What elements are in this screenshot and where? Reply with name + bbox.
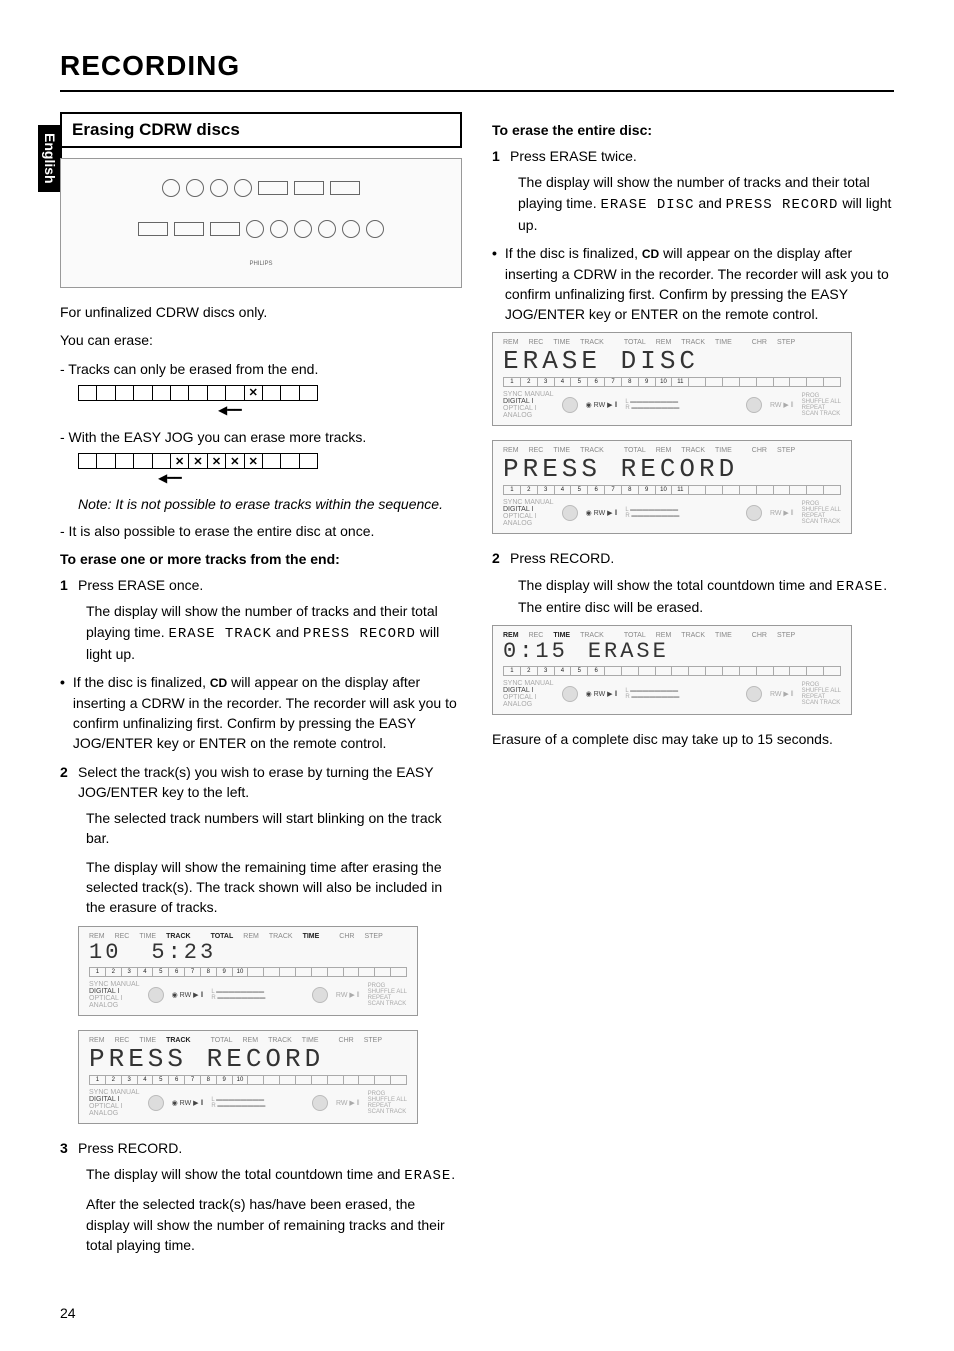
- closing: Erasure of a complete disc may take up t…: [492, 729, 894, 749]
- lcd-panel-right-2: REMRECTIMETRACKTOTALREMTRACKTIMECHRSTEP …: [492, 440, 852, 534]
- arrow-1: ◀━━: [78, 403, 462, 417]
- step-1: 1 Press ERASE once.: [60, 575, 462, 595]
- bullet-1: - Tracks can only be erased from the end…: [60, 359, 462, 379]
- section-heading-box: Erasing CDRW discs: [60, 112, 462, 148]
- track-bar-1: ✕: [78, 385, 318, 401]
- step-2-detail-2: The display will show the remaining time…: [86, 857, 462, 918]
- page-number: 24: [60, 1305, 76, 1321]
- r-step-1-detail: The display will show the number of trac…: [518, 172, 894, 235]
- step-2: 2 Select the track(s) you wish to erase …: [60, 762, 462, 803]
- page-title: RECORDING: [60, 50, 894, 92]
- intro-2: You can erase:: [60, 330, 462, 350]
- left-column: Erasing CDRW discs PHILIPS For unfinaliz…: [60, 112, 462, 1263]
- bullet-finalized-right: • If the disc is finalized, CD will appe…: [492, 243, 894, 324]
- lcd-panel-left-2: REMRECTIMETRACKTOTALREMTRACKTIMECHRSTEP …: [78, 1030, 418, 1124]
- step-2-text: Select the track(s) you wish to erase by…: [78, 762, 462, 803]
- language-tab: English: [38, 125, 62, 192]
- intro-1: For unfinalized CDRW discs only.: [60, 302, 462, 322]
- bullet-finalized-left: • If the disc is finalized, CD will appe…: [60, 672, 462, 753]
- sub-heading-right: To erase the entire disc:: [492, 122, 894, 138]
- step-3-num: 3: [60, 1138, 72, 1158]
- r-step-1: 1 Press ERASE twice.: [492, 146, 894, 166]
- step-3-detail-1: The display will show the total countdow…: [86, 1164, 462, 1186]
- step-3-text: Press RECORD.: [78, 1138, 462, 1158]
- lcd-panel-left-1: REMRECTIMETRACKTOTALREMTRACKTIMECHRSTEP …: [78, 926, 418, 1016]
- r-step-2: 2 Press RECORD.: [492, 548, 894, 568]
- content-columns: Erasing CDRW discs PHILIPS For unfinaliz…: [60, 112, 894, 1263]
- step-1-text: Press ERASE once.: [78, 575, 462, 595]
- device-diagram: PHILIPS: [60, 158, 462, 288]
- lcd-panel-right-1: REMRECTIMETRACKTOTALREMTRACKTIMECHRSTEP …: [492, 332, 852, 426]
- step-3-detail-2: After the selected track(s) has/have bee…: [86, 1194, 462, 1255]
- track-bar-2: ✕✕✕✕✕: [78, 453, 318, 469]
- r-step-2-detail: The display will show the total countdow…: [518, 575, 894, 618]
- bullet-2: - With the EASY JOG you can erase more t…: [60, 427, 462, 447]
- step-1-detail: The display will show the number of trac…: [86, 601, 462, 664]
- arrow-2: ◀━━: [78, 471, 462, 485]
- sub-heading-1: To erase one or more tracks from the end…: [60, 551, 462, 567]
- lcd-panel-right-3: REMRECTIMETRACKTOTALREMTRACKTIMECHRSTEP …: [492, 625, 852, 715]
- step-2-detail-1: The selected track numbers will start bl…: [86, 808, 462, 849]
- step-2-num: 2: [60, 762, 72, 803]
- step-1-num: 1: [60, 575, 72, 595]
- step-3: 3 Press RECORD.: [60, 1138, 462, 1158]
- bullet-3: - It is also possible to erase the entir…: [60, 521, 462, 541]
- note: Note: It is not possible to erase tracks…: [78, 495, 462, 515]
- section-title: Erasing CDRW discs: [72, 120, 240, 139]
- right-column: To erase the entire disc: 1 Press ERASE …: [492, 112, 894, 1263]
